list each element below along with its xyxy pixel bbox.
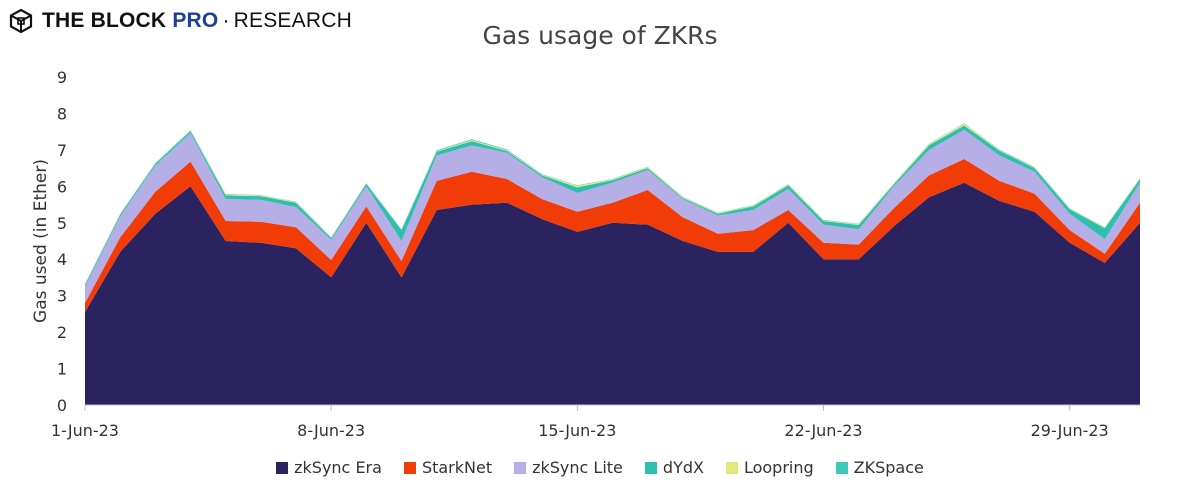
area-series-starknet — [85, 159, 1140, 313]
cube-icon — [9, 8, 33, 34]
x-tick-label: 1-Jun-23 — [51, 421, 119, 440]
legend-label: dYdX — [662, 458, 704, 477]
legend-swatch — [514, 461, 527, 474]
y-axis-label: Gas used (in Ether) — [31, 159, 51, 323]
x-tick-label: 8-Jun-23 — [297, 421, 365, 440]
legend-label: ZKSpace — [853, 458, 924, 477]
brand-research: RESEARCH — [233, 9, 352, 32]
y-tick-label: 0 — [57, 396, 67, 415]
y-tick-label: 1 — [57, 360, 67, 379]
y-tick-label: 4 — [57, 250, 67, 269]
legend-label: StarkNet — [421, 458, 493, 477]
legend: zkSync Era StarkNet zkSync Lite dYdX Looprin… — [0, 458, 1200, 477]
x-tick-label: 15-Jun-23 — [538, 421, 616, 440]
y-tick-label: 7 — [57, 141, 67, 160]
brand-pro: PRO — [172, 9, 219, 32]
legend-swatch — [403, 461, 416, 474]
area-series-zksync-era — [85, 182, 1140, 405]
brand-name: THE BLOCK — [42, 9, 167, 32]
x-tick-label: 22-Jun-23 — [784, 421, 862, 440]
y-tick-label: 8 — [57, 104, 67, 123]
legend-item-dydx: dYdX — [644, 458, 704, 477]
legend-item-starknet: StarkNet — [403, 458, 493, 477]
legend-swatch — [644, 461, 657, 474]
brand-text: THE BLOCK PRO · RESEARCH — [42, 9, 352, 33]
y-tick-label: 3 — [57, 287, 67, 306]
legend-item-zksync-lite: zkSync Lite — [514, 458, 623, 477]
y-tick-label: 5 — [57, 214, 67, 233]
area-series-zksync-lite — [85, 129, 1140, 303]
x-tick-label: 29-Jun-23 — [1031, 421, 1109, 440]
legend-item-zkspace: ZKSpace — [835, 458, 924, 477]
legend-label: zkSync Era — [294, 458, 382, 477]
y-tick-label: 9 — [57, 68, 67, 87]
y-tick-label: 2 — [57, 323, 67, 342]
legend-label: zkSync Lite — [532, 458, 623, 477]
brand-logo: THE BLOCK PRO · RESEARCH — [8, 6, 352, 36]
legend-swatch — [276, 461, 289, 474]
legend-item-loopring: Loopring — [725, 458, 814, 477]
brand-separator: · — [222, 9, 230, 32]
legend-label: Loopring — [743, 458, 814, 477]
legend-item-zksync-era: zkSync Era — [276, 458, 382, 477]
legend-swatch — [725, 461, 738, 474]
legend-swatch — [835, 461, 848, 474]
y-tick-label: 6 — [57, 177, 67, 196]
area-series-dydx — [85, 125, 1140, 287]
chart-title: Gas usage of ZKRs — [482, 21, 717, 50]
